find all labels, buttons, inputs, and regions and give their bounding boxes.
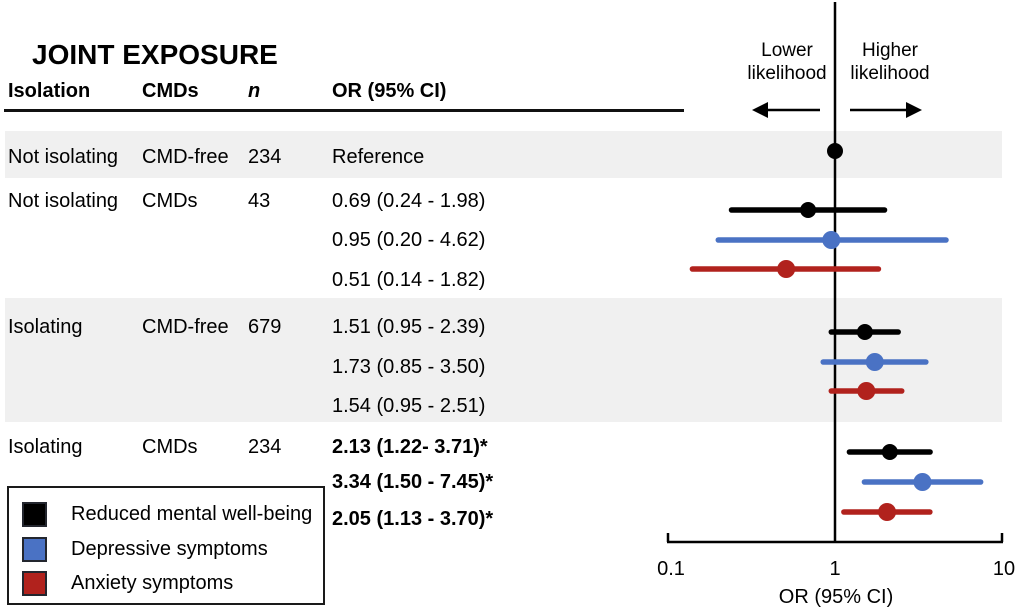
cell-n: 43 xyxy=(248,190,271,212)
cell-or: 0.95 (0.20 - 4.62) xyxy=(332,229,486,251)
cell-or: Reference xyxy=(332,146,425,168)
x-tick-0.1: 0.1 xyxy=(657,558,685,580)
higher-likelihood-label: Higher likelihood xyxy=(850,40,930,84)
point-estimate-marker xyxy=(777,260,796,278)
cell-cmds: CMDs xyxy=(142,436,198,458)
cell-isolation: Isolating xyxy=(8,316,83,338)
cell-or: 1.54 (0.95 - 2.51) xyxy=(332,395,486,417)
cell-isolation: Not isolating xyxy=(8,146,119,168)
cell-or: 0.69 (0.24 - 1.98) xyxy=(332,190,486,212)
x-tick-1: 1 xyxy=(829,558,841,580)
column-header-cmds: CMDs xyxy=(142,80,199,102)
table-row: 3.34 (1.50 - 7.45)* xyxy=(0,469,700,495)
header-underline xyxy=(4,109,684,112)
cell-or: 1.51 (0.95 - 2.39) xyxy=(332,316,486,338)
legend-item: Anxiety symptoms xyxy=(22,570,233,597)
table-row: 1.54 (0.95 - 2.51) xyxy=(0,393,700,419)
table-row: Isolating CMD-free 679 1.51 (0.95 - 2.39) xyxy=(0,314,700,340)
column-header-isolation: Isolation xyxy=(8,80,91,102)
x-axis-title: OR (95% CI) xyxy=(778,586,894,608)
table-row: 1.73 (0.85 - 3.50) xyxy=(0,354,700,380)
column-header-or: OR (95% CI) xyxy=(332,80,447,102)
table-row: Not isolating CMD-free 234 Reference xyxy=(0,144,700,170)
point-estimate-marker xyxy=(881,444,898,460)
cell-or: 1.73 (0.85 - 3.50) xyxy=(332,356,486,378)
cell-n: 234 xyxy=(248,436,282,458)
table-row: 0.51 (0.14 - 1.82) xyxy=(0,267,700,293)
legend-label: Reduced mental well-being xyxy=(71,503,313,525)
figure-title: JOINT EXPOSURE xyxy=(32,39,278,70)
legend-label: Anxiety symptoms xyxy=(71,572,234,594)
legend-item: Depressive symptoms xyxy=(22,536,268,563)
table-row: 0.95 (0.20 - 4.62) xyxy=(0,227,700,253)
legend-label: Depressive symptoms xyxy=(71,538,268,560)
column-header-n: n xyxy=(248,80,261,102)
legend-box: Reduced mental well-being Depressive symp… xyxy=(7,486,325,605)
cell-n: 679 xyxy=(248,316,282,338)
table-row: Isolating CMDs 234 2.13 (1.22- 3.71)* xyxy=(0,434,700,460)
legend-swatch-icon xyxy=(22,537,47,562)
cell-or: 0.51 (0.14 - 1.82) xyxy=(332,269,486,291)
right-arrow-icon xyxy=(906,102,922,118)
legend-item: Reduced mental well-being xyxy=(22,501,312,528)
point-estimate-marker xyxy=(913,473,932,491)
cell-cmds: CMD-free xyxy=(142,316,229,338)
table-row: 2.05 (1.13 - 3.70)* xyxy=(0,506,700,532)
cell-or: 3.34 (1.50 - 7.45)* xyxy=(332,471,494,493)
legend-swatch-icon xyxy=(22,571,47,596)
cell-or: 2.05 (1.13 - 3.70)* xyxy=(332,508,494,530)
table-row: Not isolating CMDs 43 0.69 (0.24 - 1.98) xyxy=(0,188,700,214)
cell-cmds: CMDs xyxy=(142,190,198,212)
point-estimate-marker xyxy=(800,202,817,218)
cell-cmds: CMD-free xyxy=(142,146,229,168)
cell-isolation: Isolating xyxy=(8,436,83,458)
left-arrow-icon xyxy=(752,102,768,118)
legend-swatch-icon xyxy=(22,502,47,527)
cell-or: 2.13 (1.22- 3.71)* xyxy=(332,436,488,458)
x-tick-10: 10 xyxy=(992,558,1016,580)
point-estimate-marker xyxy=(822,231,841,249)
cell-n: 234 xyxy=(248,146,282,168)
point-estimate-marker xyxy=(878,503,897,521)
lower-likelihood-label: Lower likelihood xyxy=(747,40,827,84)
cell-isolation: Not isolating xyxy=(8,190,119,212)
